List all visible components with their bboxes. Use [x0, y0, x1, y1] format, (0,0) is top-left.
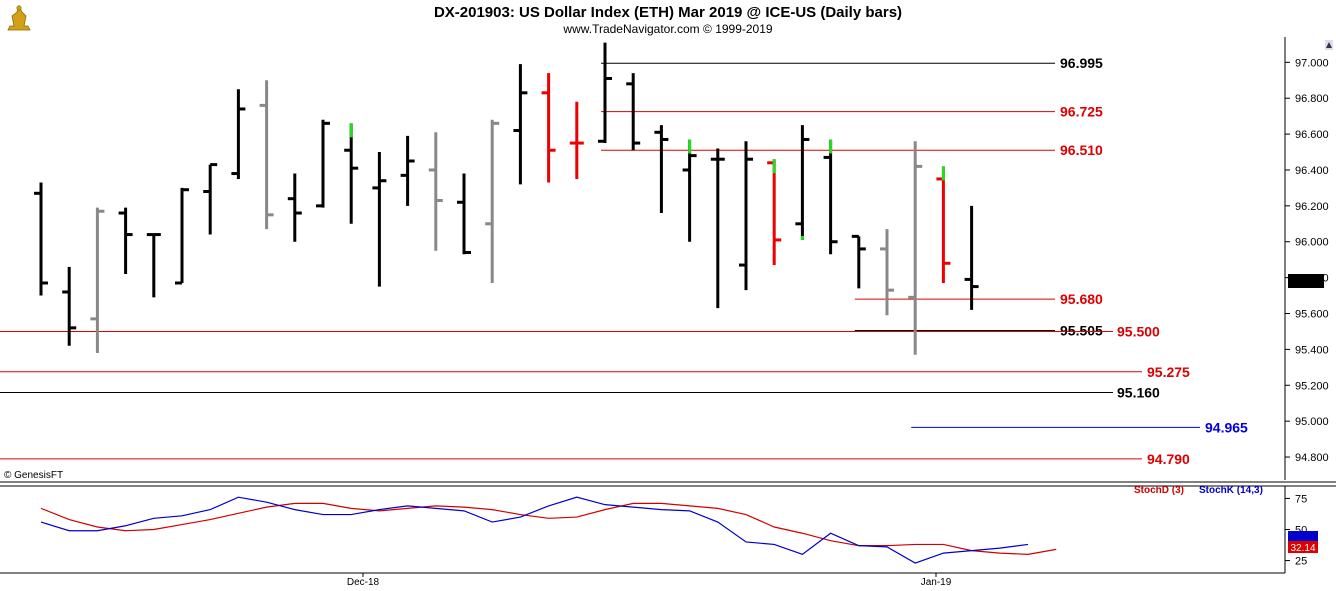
price-tick-label: 96.800 [1295, 93, 1329, 105]
ohlc-bar [259, 80, 274, 230]
x-axis: Dec-18 Jan-19 [347, 573, 952, 588]
level-label: 96.995 [1060, 55, 1103, 71]
ohlc-bar [344, 123, 359, 224]
stoch-d-line [40, 502, 1057, 555]
ohlc-bar [739, 141, 753, 291]
ohlc-bar [823, 139, 838, 255]
chart-title: DX-201903: US Dollar Index (ETH) Mar 201… [434, 4, 902, 21]
ohlc-bar [62, 266, 77, 346]
ohlc-bar [598, 42, 612, 144]
ohlc-bar [936, 166, 951, 283]
ohlc-bar [400, 135, 415, 206]
ohlc-bar [710, 148, 725, 309]
ohlc-bar [964, 205, 979, 310]
ohlc-bar [795, 125, 810, 240]
ohlc-bar [513, 64, 528, 185]
ohlc-bar [682, 139, 697, 242]
x-tick-label: Jan-19 [921, 577, 952, 588]
ohlc-bar [231, 89, 246, 179]
stoch-k-line [40, 496, 1029, 564]
level-label: 95.500 [1117, 323, 1160, 339]
level-label: 96.510 [1060, 142, 1103, 158]
ohlc-bar [118, 207, 133, 275]
ohlc-bar [203, 163, 218, 235]
ohlc-bar [175, 187, 189, 285]
ohlc-bar [767, 159, 782, 266]
level-lines: 96.995 96.725 96.510 95.680 95.505 95.500 95.2… [0, 55, 1248, 467]
ohlc-bar [372, 152, 387, 287]
last-price-marker: 95.750 [1288, 274, 1324, 288]
ohlc-bar [287, 173, 302, 242]
ohlc-bar [485, 119, 500, 283]
price-tick-label: 96.000 [1295, 237, 1329, 249]
level-label: 96.725 [1060, 104, 1103, 120]
price-axis: 97.00096.80096.60096.40096.20096.00095.8… [1285, 57, 1329, 464]
stoch-last-marker: 32.14 [1288, 531, 1318, 554]
stoch-d-legend: StochD (3) [1134, 485, 1184, 496]
price-bars [34, 42, 979, 355]
ohlc-bar [90, 207, 105, 353]
ohlc-bar [146, 233, 161, 298]
ohlc-bar [541, 73, 556, 183]
ohlc-bar [569, 101, 584, 179]
level-label: 94.965 [1205, 419, 1248, 435]
chart-subtitle: www.TradeNavigator.com © 1999-2019 [562, 22, 772, 36]
ohlc-bar [908, 141, 923, 355]
price-tick-label: 97.000 [1295, 57, 1329, 69]
price-tick-label: 96.600 [1295, 129, 1329, 141]
price-tick-label: 95.400 [1295, 344, 1329, 356]
ohlc-bar [316, 119, 330, 208]
level-label: 95.680 [1060, 291, 1103, 307]
stoch-tick-label: 25 [1295, 556, 1307, 568]
x-tick-label: Dec-18 [347, 577, 380, 588]
price-tick-label: 95.000 [1295, 416, 1329, 428]
level-label: 94.790 [1147, 451, 1190, 467]
stoch-k-legend: StochK (14,3) [1199, 485, 1263, 496]
gold-bull-icon [4, 3, 34, 33]
stoch-last-value: 32.14 [1290, 543, 1315, 554]
ohlc-bar [851, 234, 866, 289]
ohlc-bar [457, 173, 471, 255]
price-tick-label: 95.200 [1295, 380, 1329, 392]
last-price-label: 95.750 [1289, 276, 1323, 288]
ohlc-bar [626, 73, 641, 151]
ohlc-bar [880, 229, 894, 316]
price-tick-label: 96.400 [1295, 165, 1329, 177]
price-tick-label: 94.800 [1295, 452, 1329, 464]
stoch-tick-label: 75 [1295, 493, 1307, 505]
ohlc-bar [654, 125, 669, 214]
price-tick-label: 96.200 [1295, 201, 1329, 213]
level-label: 95.160 [1117, 384, 1160, 400]
ohlc-bar [34, 182, 48, 296]
level-label: 95.505 [1060, 323, 1103, 339]
ohlc-bar [428, 132, 443, 251]
level-label: 95.275 [1147, 364, 1190, 380]
scroll-arrow-icon[interactable] [1325, 40, 1333, 50]
price-tick-label: 95.600 [1295, 309, 1329, 321]
watermark: © GenesisFT [4, 470, 63, 481]
